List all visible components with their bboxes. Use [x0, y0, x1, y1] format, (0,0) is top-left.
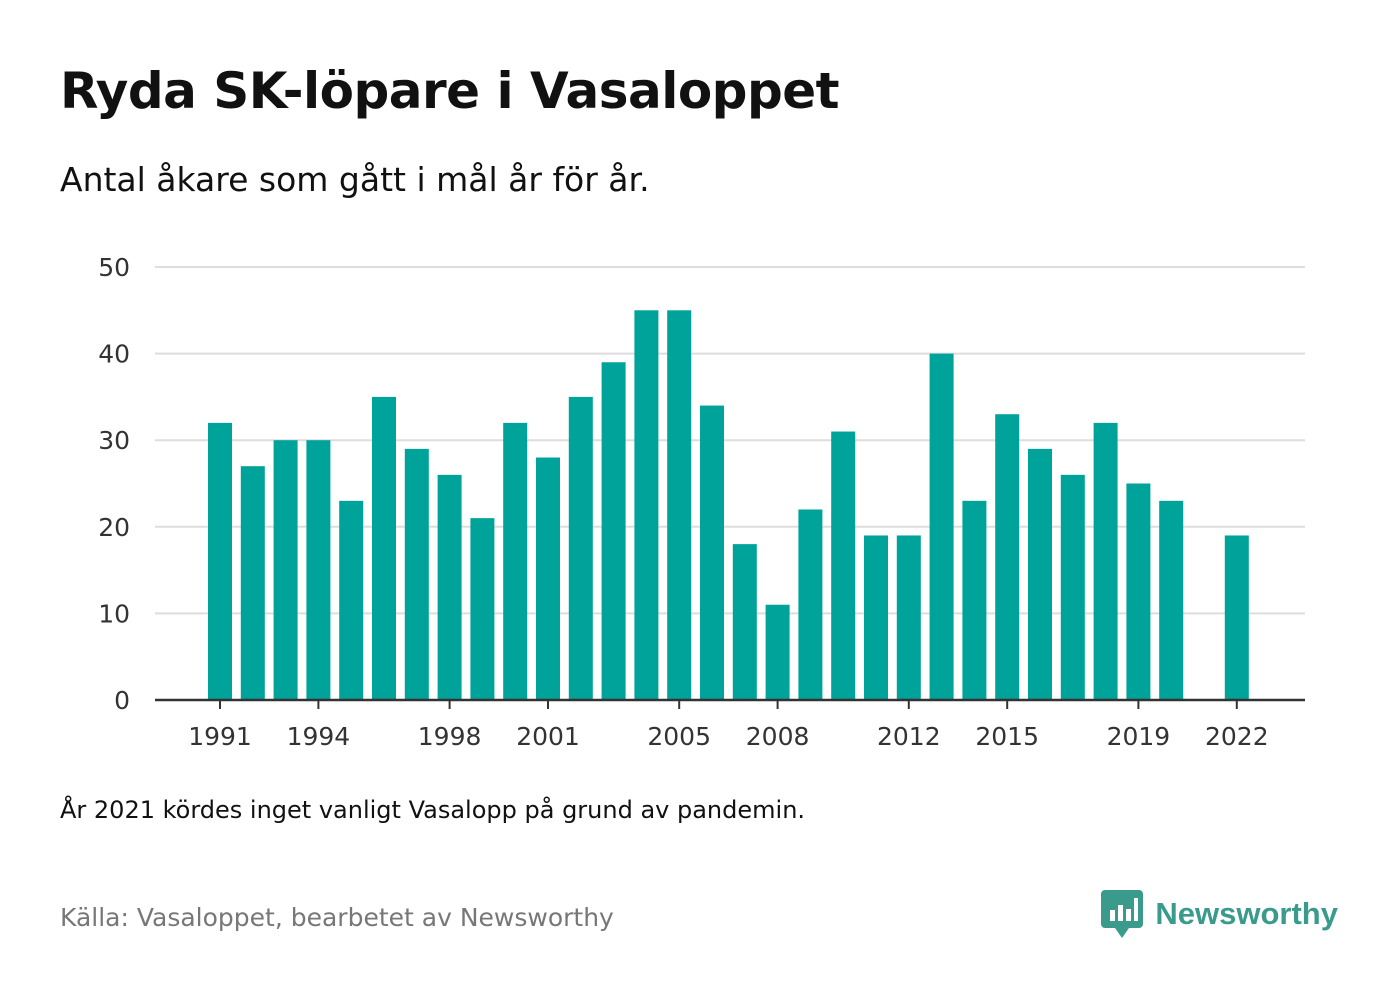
chart-title: Ryda SK-löpare i Vasaloppet — [60, 62, 840, 120]
y-tick-label: 30 — [98, 426, 130, 455]
footnote: År 2021 kördes inget vanligt Vasalopp på… — [60, 796, 806, 824]
chart-subtitle: Antal åkare som gått i mål år för år. — [60, 160, 650, 199]
bar-2019[interactable] — [1126, 483, 1151, 701]
bar-2016[interactable] — [1028, 448, 1052, 700]
bar-2015[interactable] — [995, 414, 1020, 700]
bar-1993[interactable] — [273, 440, 298, 700]
x-tick-label: 2019 — [1107, 722, 1171, 751]
axes: 0 10 20 30 40 50 1991 1994 1998 2001 2005 2008 2012 2… — [98, 253, 1305, 751]
brand-name: Newsworthy — [1155, 896, 1338, 931]
bar-2002[interactable] — [568, 396, 593, 700]
bar-2007[interactable] — [732, 544, 757, 700]
bar-chart: 0 10 20 30 40 50 1991 1994 1998 2001 2005 2008 2012 2… — [98, 253, 1305, 751]
x-tick-label: 2001 — [516, 722, 580, 751]
bar-1996[interactable] — [372, 396, 396, 700]
bar-2005[interactable] — [667, 310, 692, 700]
bar-2018[interactable] — [1093, 422, 1118, 700]
bar-1997[interactable] — [404, 448, 429, 700]
source-credit: Källa: Vasaloppet, bearbetet av Newswort… — [60, 903, 614, 932]
y-tick-label: 10 — [98, 599, 130, 628]
bar-1992[interactable] — [240, 466, 265, 700]
bar-2013[interactable] — [929, 353, 954, 700]
bars — [208, 310, 1249, 700]
bar-2004[interactable] — [634, 310, 659, 700]
y-tick-label: 0 — [114, 686, 130, 715]
bar-2008[interactable] — [765, 604, 790, 700]
bar-2020[interactable] — [1159, 500, 1184, 700]
bar-2009[interactable] — [798, 509, 823, 700]
bar-1999[interactable] — [470, 518, 495, 700]
y-tick-label: 40 — [98, 340, 130, 369]
bar-2010[interactable] — [831, 431, 856, 700]
bar-2011[interactable] — [864, 535, 888, 700]
y-tick-label: 20 — [98, 513, 130, 542]
x-tick-label: 2015 — [975, 722, 1039, 751]
bar-2012[interactable] — [896, 535, 921, 700]
bar-2001[interactable] — [536, 457, 560, 700]
x-tick-label: 1991 — [188, 722, 252, 751]
bar-2022[interactable] — [1224, 535, 1249, 700]
newsworthy-logo-icon — [1101, 890, 1144, 938]
x-tick-label: 2012 — [877, 722, 941, 751]
bar-1994[interactable] — [306, 440, 331, 700]
y-tick-label: 50 — [98, 253, 130, 282]
bar-1995[interactable] — [339, 500, 364, 700]
bar-2017[interactable] — [1060, 474, 1085, 700]
x-tick-label: 2008 — [746, 722, 810, 751]
bar-1998[interactable] — [437, 474, 462, 700]
x-tick-label: 1998 — [418, 722, 482, 751]
newsworthy-brand[interactable]: Newsworthy — [1101, 890, 1338, 938]
bar-2006[interactable] — [700, 405, 724, 700]
bar-2000[interactable] — [503, 422, 528, 700]
x-tick-label: 2022 — [1205, 722, 1269, 751]
x-tick-label: 2005 — [647, 722, 711, 751]
x-tick-label: 1994 — [287, 722, 351, 751]
bar-1991[interactable] — [208, 422, 232, 700]
bar-2014[interactable] — [962, 500, 987, 700]
bar-2003[interactable] — [601, 362, 626, 700]
